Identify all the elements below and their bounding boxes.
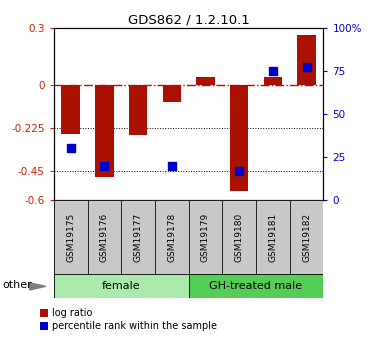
Bar <box>162 85 181 102</box>
Point <box>169 163 175 168</box>
Point <box>303 65 310 70</box>
Point <box>68 146 74 151</box>
Point <box>236 168 242 174</box>
Text: female: female <box>102 282 141 291</box>
Text: GSM19182: GSM19182 <box>302 213 311 262</box>
Bar <box>290 200 323 274</box>
Polygon shape <box>30 283 46 290</box>
Bar <box>155 200 189 274</box>
Bar <box>256 200 290 274</box>
Point <box>270 68 276 73</box>
Point <box>101 163 107 168</box>
Bar <box>129 85 147 135</box>
Text: GSM19178: GSM19178 <box>167 213 176 262</box>
Text: GSM19175: GSM19175 <box>66 213 75 262</box>
Bar <box>189 274 323 298</box>
Title: GDS862 / 1.2.10.1: GDS862 / 1.2.10.1 <box>128 13 249 27</box>
Bar <box>88 200 121 274</box>
Bar <box>230 85 248 190</box>
Text: GSM19176: GSM19176 <box>100 213 109 262</box>
Text: GSM19180: GSM19180 <box>235 213 244 262</box>
Bar <box>196 77 215 85</box>
Bar <box>95 85 114 177</box>
Text: GSM19177: GSM19177 <box>134 213 142 262</box>
Bar <box>223 200 256 274</box>
Bar <box>189 200 223 274</box>
Text: GSM19181: GSM19181 <box>268 213 277 262</box>
Bar <box>297 35 316 85</box>
Bar <box>62 85 80 134</box>
Text: GH-treated male: GH-treated male <box>209 282 303 291</box>
Text: other: other <box>2 280 32 289</box>
Bar <box>54 200 88 274</box>
Bar <box>54 274 189 298</box>
Legend: log ratio, percentile rank within the sample: log ratio, percentile rank within the sa… <box>40 308 217 332</box>
Bar <box>264 77 282 85</box>
Bar <box>121 200 155 274</box>
Text: GSM19179: GSM19179 <box>201 213 210 262</box>
